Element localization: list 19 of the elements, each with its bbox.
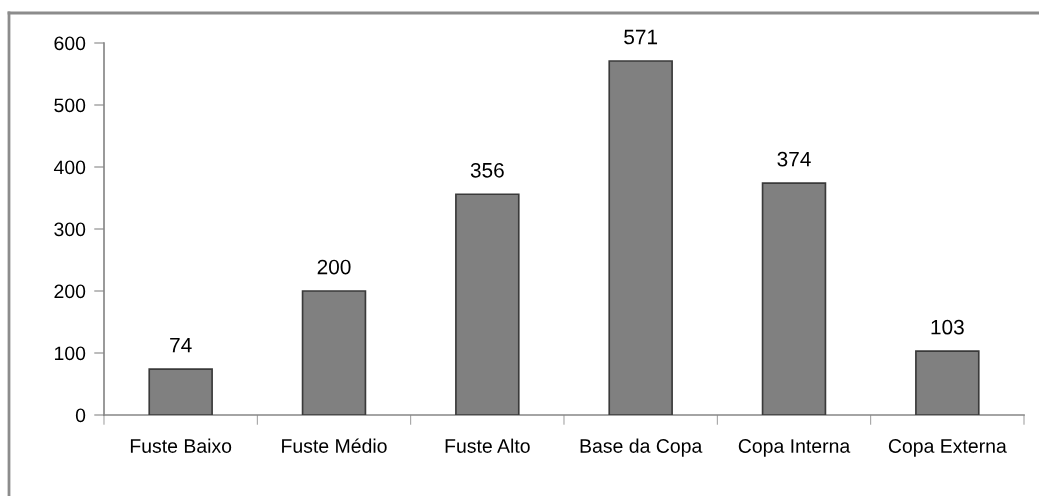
data-label: 356 <box>470 162 504 178</box>
x-tick-label: Fuste Alto <box>445 438 530 453</box>
x-tick-label: Fuste Médio <box>282 438 387 453</box>
x-tick-label: Fuste Baixo <box>130 438 232 453</box>
x-tick-label: Copa Interna <box>738 439 851 457</box>
y-tick-label: 600 <box>54 36 86 51</box>
data-label: 571 <box>624 29 658 45</box>
data-label: 200 <box>317 259 351 275</box>
x-tick-label: Base da Copa <box>580 438 703 457</box>
data-label: 374 <box>777 151 811 167</box>
y-tick-label: 500 <box>54 98 86 113</box>
y-tick-label: 100 <box>54 346 86 361</box>
y-tick-label: 200 <box>54 284 86 299</box>
x-tick-label: Copa Externa <box>888 439 1007 457</box>
data-label: 74 <box>170 337 192 353</box>
data-label: 103 <box>931 319 964 335</box>
y-tick-label: 400 <box>53 160 86 175</box>
y-tick-label: 0 <box>75 408 86 423</box>
y-tick-label: 300 <box>54 222 86 237</box>
